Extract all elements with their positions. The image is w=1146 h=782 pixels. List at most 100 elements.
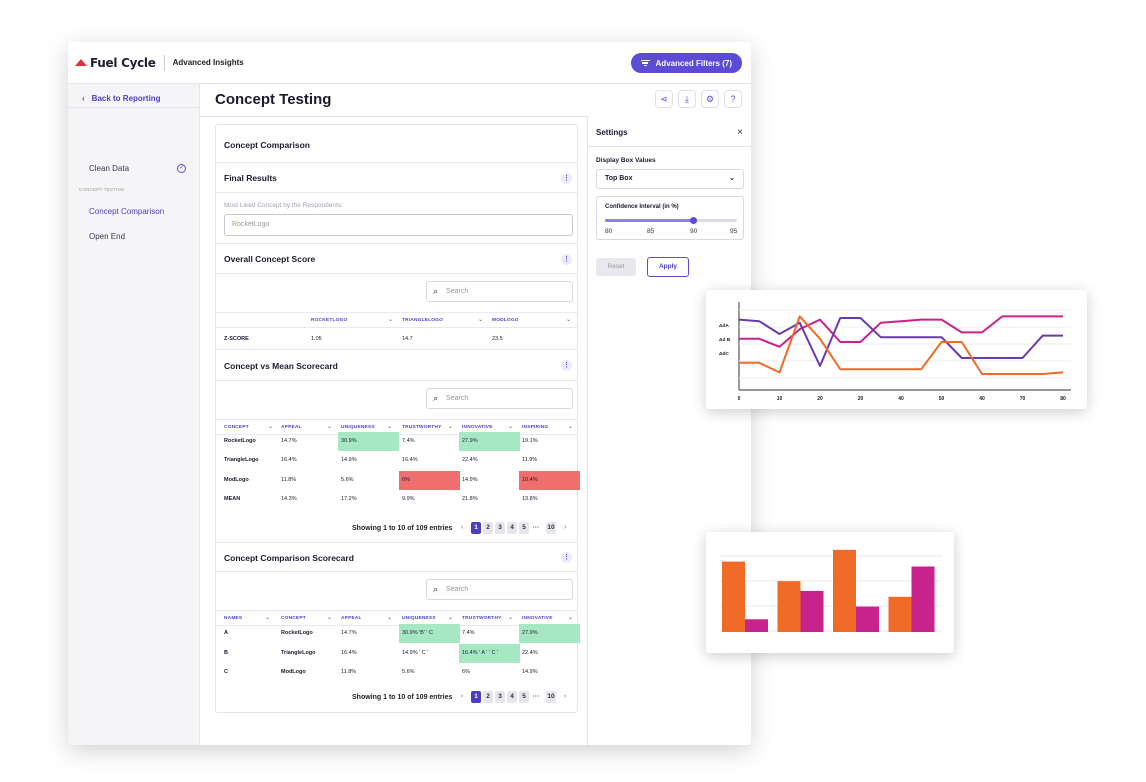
divider (216, 273, 577, 274)
table-cell: 14.7% (341, 630, 357, 636)
page-button[interactable]: 2 (483, 522, 493, 534)
back-label: Back to Reporting (91, 94, 161, 103)
chevron-down-icon[interactable]: ⌄ (268, 424, 274, 430)
more-options-icon[interactable]: ⋮ (561, 552, 572, 563)
reset-button[interactable]: Reset (596, 258, 636, 276)
settings-icon[interactable]: ⚙ (701, 90, 719, 108)
table-cell: 16.4% ' A ' ' C ' (462, 650, 498, 656)
box-values-select[interactable]: Top Box ⌄ (596, 169, 744, 189)
chevron-down-icon[interactable]: ⌄ (387, 424, 393, 430)
sidebar-item-open-end[interactable]: Open End (89, 232, 126, 241)
chevron-down-icon[interactable]: ⌄ (568, 615, 574, 621)
download-icon[interactable]: ⤓ (678, 90, 696, 108)
chevron-down-icon[interactable]: ⌄ (388, 317, 394, 323)
page-button[interactable]: 4 (507, 691, 517, 703)
more-options-icon[interactable]: ⋮ (561, 360, 572, 371)
sidebar-item-clean-data[interactable]: Clean Data (89, 164, 130, 173)
chevron-down-icon[interactable]: ⌄ (387, 615, 393, 621)
search-input[interactable]: ⌕ Search (426, 579, 573, 600)
chevron-left-icon[interactable]: ‹ (461, 524, 464, 531)
advanced-filters-button[interactable]: Advanced Filters (7) (630, 53, 742, 73)
page-button[interactable]: 10 (546, 522, 556, 534)
column-header[interactable]: INNOVATIVE (462, 425, 493, 430)
page-button[interactable]: 5 (519, 522, 529, 534)
chevron-down-icon[interactable]: ⌄ (508, 424, 514, 430)
column-header[interactable]: TRIANGLELOGO (402, 318, 444, 323)
sidebar-item-concept-comparison[interactable]: Concept Comparison (89, 207, 165, 216)
page-button[interactable]: 3 (495, 522, 505, 534)
more-options-icon[interactable]: ⋮ (561, 173, 572, 184)
ci-slider[interactable] (605, 217, 737, 224)
row-label: B (224, 650, 228, 656)
table-cell: 7.4% (462, 630, 475, 636)
column-header[interactable]: ROCKETLOGO (311, 318, 348, 323)
settings-title: Settings (596, 128, 628, 137)
table-cell: 19.1% (522, 438, 538, 444)
column-header[interactable]: UNIQUENESS (341, 425, 375, 430)
display-box-label: Display Box Values (596, 157, 656, 164)
column-header[interactable]: UNIQUENESS (402, 616, 436, 621)
divider (163, 54, 165, 71)
chevron-down-icon[interactable]: ⌄ (448, 424, 454, 430)
column-header[interactable]: APPEAL (281, 425, 302, 430)
divider (216, 192, 577, 193)
column-header[interactable]: TRUSTWORTHY (402, 425, 442, 430)
row-label: MEAN (224, 496, 241, 502)
page-button[interactable]: 1 (471, 522, 481, 534)
chevron-left-icon[interactable]: ‹ (461, 693, 464, 700)
page-button[interactable]: 10 (546, 691, 556, 703)
table-cell: TriangleLogo (281, 650, 316, 656)
column-header[interactable]: MODLOGO (492, 318, 519, 323)
column-header[interactable]: CONCEPT (281, 616, 306, 621)
column-header[interactable]: INSPIRING (522, 425, 549, 430)
search-input[interactable]: ⌕ Search (426, 281, 573, 302)
page-button[interactable]: 5 (519, 691, 529, 703)
table-cell: 17.2% (341, 496, 357, 502)
chevron-down-icon[interactable]: ⌄ (327, 615, 333, 621)
chevron-down-icon[interactable]: ⌄ (448, 615, 454, 621)
search-input[interactable]: ⌕ Search (426, 388, 573, 409)
column-header[interactable]: TRUSTWORTHY (462, 616, 502, 621)
chevron-down-icon[interactable]: ⌄ (327, 424, 333, 430)
brand-logo[interactable]: Fuel Cycle (75, 56, 156, 70)
page-button[interactable]: 1 (471, 691, 481, 703)
advanced-filters-label: Advanced Filters (7) (655, 58, 732, 68)
column-header[interactable]: CONCEPT (224, 425, 249, 430)
back-to-reporting-link[interactable]: ‹ Back to Reporting (68, 84, 199, 108)
column-header[interactable]: INNOVATIVE (522, 616, 553, 621)
line-chart: 0 10 20 20 40 50 40 70 80 ΔdA Δd B ΔdC (719, 302, 1071, 402)
chevron-right-icon[interactable]: › (564, 524, 567, 531)
column-header[interactable]: NAMES (224, 616, 243, 621)
more-options-icon[interactable]: ⋮ (561, 254, 572, 265)
search-icon: ⌕ (433, 286, 439, 296)
page-title: Concept Testing (215, 91, 332, 108)
highlight-cell (338, 432, 399, 451)
page-button[interactable]: 3 (495, 691, 505, 703)
page-button[interactable]: 4 (507, 522, 517, 534)
chevron-down-icon[interactable]: ⌄ (566, 317, 572, 323)
ci-title: Confidence Interval (in %) (605, 204, 679, 210)
chevron-down-icon[interactable]: ⌄ (478, 317, 484, 323)
chevron-down-icon[interactable]: ⌄ (568, 424, 574, 430)
page-ellipsis: ··· (532, 524, 540, 531)
pagination-info: Showing 1 to 10 of 109 entries (352, 525, 453, 532)
most-liked-field[interactable]: RocketLogo (224, 214, 573, 236)
bar (888, 596, 912, 632)
close-icon[interactable]: × (737, 127, 743, 138)
table-cell: 14.9% (522, 669, 538, 675)
chevron-down-icon[interactable]: ⌄ (508, 615, 514, 621)
share-icon[interactable]: ⋖ (655, 90, 673, 108)
chevron-down-icon[interactable]: ⌄ (265, 615, 271, 621)
slider-handle[interactable] (690, 217, 697, 224)
page-button[interactable]: 2 (483, 691, 493, 703)
bar-chart-card (706, 532, 954, 653)
apply-button[interactable]: Apply (647, 257, 689, 277)
table-cell: 14.7% (281, 438, 297, 444)
chevron-right-icon[interactable]: › (564, 693, 567, 700)
bar-chart (720, 549, 942, 632)
top-bar: Fuel Cycle Advanced Insights Advanced Fi… (68, 42, 751, 84)
help-icon[interactable]: ? (724, 90, 742, 108)
column-header[interactable]: APPEAL (341, 616, 362, 621)
divider (216, 542, 577, 543)
x-tick-label: 0 (738, 396, 741, 402)
